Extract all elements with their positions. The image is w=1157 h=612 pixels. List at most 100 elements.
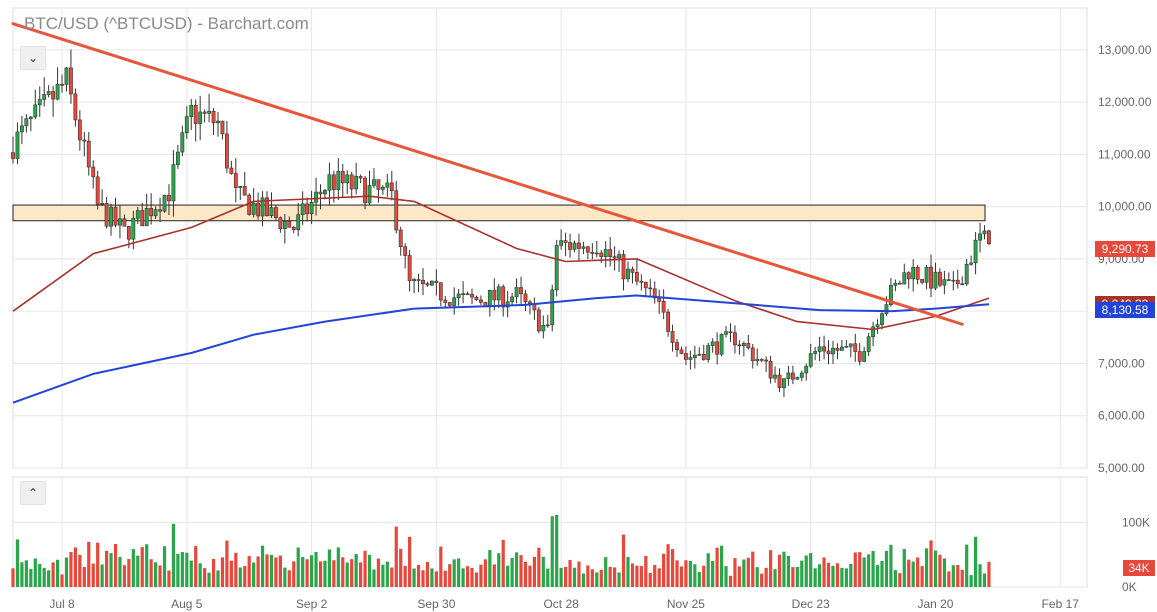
candle-body xyxy=(964,264,969,285)
volume-bar xyxy=(345,562,349,587)
candle-body xyxy=(603,249,608,258)
candle-body xyxy=(171,164,176,202)
volume-bar xyxy=(367,554,372,587)
candle-body xyxy=(978,233,982,241)
volume-bar xyxy=(211,558,216,587)
candle-body xyxy=(973,239,978,264)
candle-body xyxy=(278,217,283,229)
volume-bar xyxy=(849,563,853,587)
volume-bar xyxy=(332,560,336,587)
volume-bar xyxy=(688,560,692,587)
candle-body xyxy=(412,279,416,282)
volume-bar xyxy=(581,573,586,587)
volume-bar xyxy=(327,549,332,587)
candle-body xyxy=(296,214,301,231)
volume-bar xyxy=(514,552,519,587)
candle-body xyxy=(24,118,29,127)
volume-bar xyxy=(764,567,768,587)
candle-body xyxy=(492,290,497,301)
candle-body xyxy=(46,91,51,95)
volume-bar xyxy=(243,566,247,587)
candle-body xyxy=(229,167,234,174)
volume-bar xyxy=(884,550,889,587)
candle-body xyxy=(750,347,755,362)
candle-body xyxy=(461,293,466,296)
candle-body xyxy=(804,365,809,374)
collapse-price-pane-button[interactable]: ⌄ xyxy=(20,46,46,70)
candle-body xyxy=(902,272,907,285)
candle-body xyxy=(969,262,974,265)
volume-bar xyxy=(154,562,158,587)
candle-body xyxy=(541,325,546,332)
volume-bar xyxy=(60,574,64,587)
candle-body xyxy=(733,332,737,346)
volume-bar xyxy=(171,523,176,587)
candle-body xyxy=(269,207,274,217)
candle-body xyxy=(946,279,951,281)
volume-bar xyxy=(604,557,608,587)
volume-bar xyxy=(470,567,474,587)
candle-body xyxy=(430,280,434,286)
volume-bar xyxy=(746,557,750,587)
candle-body xyxy=(746,343,751,349)
candle-body xyxy=(131,218,136,240)
volume-bar xyxy=(786,555,791,587)
candle-body xyxy=(813,351,818,354)
volume-bar xyxy=(82,567,86,587)
candle-body xyxy=(28,116,33,120)
candle-body xyxy=(158,209,162,212)
candle-body xyxy=(559,240,564,246)
volume-bar xyxy=(818,564,822,587)
volume-tag: 34K xyxy=(1123,560,1155,576)
candle-body xyxy=(220,120,225,135)
volume-bar xyxy=(78,554,82,587)
volume-bar xyxy=(978,564,982,587)
date-tick-label: Dec 23 xyxy=(792,597,830,611)
volume-bar xyxy=(238,567,242,587)
candle-body xyxy=(866,336,871,352)
volume-bar xyxy=(630,563,635,587)
volume-bar xyxy=(229,560,233,587)
volume-bar xyxy=(902,549,906,587)
candle-body xyxy=(889,285,893,305)
volume-bar xyxy=(20,562,24,587)
volume-bar xyxy=(639,566,643,587)
candle-body xyxy=(33,104,38,118)
candle-body xyxy=(643,281,648,289)
volume-bar xyxy=(113,544,118,587)
candle-body xyxy=(465,293,470,296)
collapse-volume-pane-button[interactable]: ⌃ xyxy=(20,481,46,505)
volume-bar xyxy=(893,570,897,587)
candle-body xyxy=(670,331,675,343)
candle-body xyxy=(470,293,474,298)
volume-bar xyxy=(916,557,920,587)
volume-bar xyxy=(403,565,407,587)
volume-bar xyxy=(644,555,648,587)
volume-bar xyxy=(501,539,505,587)
volume-bar xyxy=(760,573,764,587)
volume-bar xyxy=(385,561,389,587)
candle-body xyxy=(782,378,786,388)
volume-bar xyxy=(858,552,862,587)
candle-body xyxy=(929,266,933,289)
candle-body xyxy=(563,240,568,243)
candle-body xyxy=(77,119,82,141)
chevron-up-icon: ⌃ xyxy=(27,486,39,500)
volume-bar xyxy=(234,552,238,587)
candle-body xyxy=(594,252,599,255)
volume-bar xyxy=(283,567,287,587)
volume-bar xyxy=(969,575,973,587)
descending-trendline xyxy=(11,22,964,326)
volume-bar xyxy=(265,554,269,587)
volume-bar xyxy=(777,554,782,587)
candle-body xyxy=(501,286,506,308)
price-tick-label: 13,000.00 xyxy=(1098,43,1152,57)
candle-body xyxy=(225,133,229,169)
volume-bar xyxy=(452,559,456,587)
volume-bar xyxy=(363,550,367,587)
candle-body xyxy=(180,132,185,153)
volume-bar xyxy=(198,563,202,587)
candle-body xyxy=(822,346,826,352)
volume-bar xyxy=(73,547,77,587)
